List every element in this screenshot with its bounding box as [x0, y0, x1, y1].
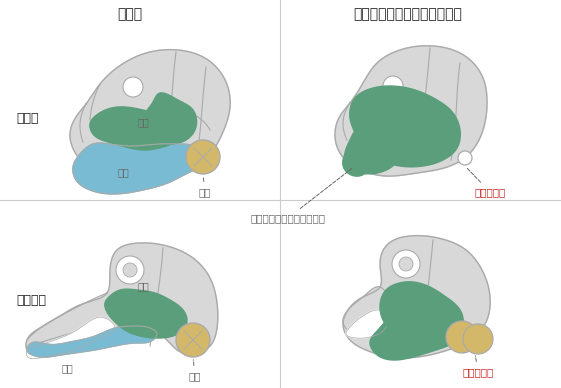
Polygon shape	[343, 287, 391, 337]
Circle shape	[446, 321, 478, 353]
Text: ニワトリ: ニワトリ	[16, 293, 46, 307]
Text: 上顎: 上顎	[137, 117, 149, 127]
Circle shape	[176, 323, 210, 357]
Circle shape	[399, 257, 413, 271]
Polygon shape	[26, 317, 115, 359]
Polygon shape	[27, 326, 157, 357]
Circle shape	[116, 256, 144, 284]
Text: 正常型: 正常型	[117, 7, 142, 21]
Text: 鼓膜が重複: 鼓膜が重複	[462, 356, 494, 377]
Circle shape	[392, 250, 420, 278]
Circle shape	[383, 76, 403, 96]
Text: マウス: マウス	[16, 111, 39, 125]
Circle shape	[458, 151, 472, 165]
Circle shape	[123, 263, 137, 277]
Polygon shape	[70, 50, 230, 177]
Polygon shape	[346, 310, 389, 338]
Polygon shape	[90, 107, 179, 150]
Polygon shape	[105, 289, 187, 338]
Text: エンドセリン１シグナル抑制: エンドセリン１シグナル抑制	[353, 7, 462, 21]
Text: 上顎: 上顎	[137, 281, 149, 291]
Polygon shape	[26, 243, 218, 356]
Text: 下顎が上顎のかたちに変形: 下顎が上顎のかたちに変形	[251, 168, 353, 223]
Text: 鼓膜: 鼓膜	[199, 177, 211, 197]
Polygon shape	[350, 86, 460, 167]
Text: 下顎: 下顎	[61, 363, 73, 373]
Polygon shape	[380, 282, 463, 344]
Polygon shape	[142, 93, 196, 144]
Polygon shape	[335, 46, 487, 176]
Text: 鼓膜: 鼓膜	[188, 360, 201, 381]
Circle shape	[463, 324, 493, 354]
Circle shape	[123, 77, 143, 97]
Polygon shape	[343, 150, 367, 176]
Text: 鼓膜が消失: 鼓膜が消失	[467, 168, 505, 197]
Polygon shape	[370, 312, 466, 360]
Polygon shape	[73, 143, 206, 194]
Text: 下顎: 下顎	[117, 167, 129, 177]
Polygon shape	[343, 236, 490, 358]
Polygon shape	[344, 130, 397, 174]
Circle shape	[186, 140, 220, 174]
